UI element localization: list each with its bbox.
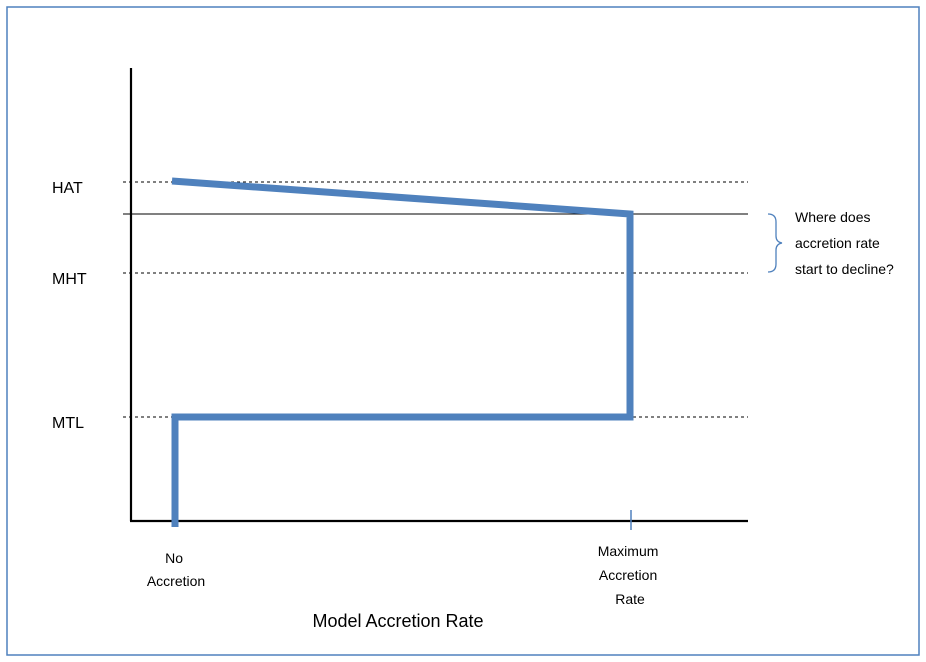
x-tick-label-line: Accretion	[599, 567, 657, 583]
x-tick-label-line: No	[165, 550, 183, 566]
accretion-curve	[171, 177, 634, 527]
level-label-mtl: MTL	[52, 415, 84, 432]
x-axis-title: Model Accretion Rate	[312, 611, 483, 631]
annotation-brace	[767, 213, 783, 273]
diagram-frame	[6, 6, 920, 656]
level-label-hat: HAT	[52, 180, 83, 197]
x-tick-label-no-accretion: No Accretion	[147, 550, 205, 589]
x-tick-label-max-accretion: Maximum Accretion Rate	[598, 543, 663, 607]
level-label-mht: MHT	[52, 271, 87, 288]
annotation-line: start to decline?	[795, 261, 894, 277]
annotation-text: Where does accretion rate start to decli…	[795, 209, 894, 277]
x-tick-label-line: Accretion	[147, 573, 205, 589]
x-tick-label-line: Rate	[615, 591, 645, 607]
x-tick-label-line: Maximum	[598, 543, 659, 559]
annotation-line: accretion rate	[795, 235, 880, 251]
annotation-line: Where does	[795, 209, 870, 225]
